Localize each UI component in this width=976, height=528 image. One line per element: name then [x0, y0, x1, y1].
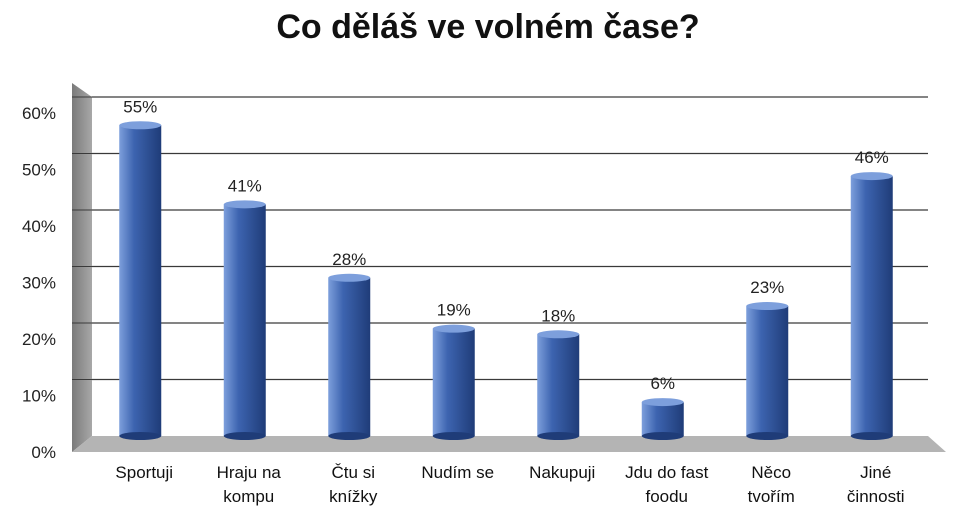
bar-top: [850, 172, 893, 181]
data-label: 6%: [650, 374, 675, 393]
category-label: Jdu do fast: [625, 463, 708, 482]
category-label: Sportuji: [115, 463, 173, 482]
bar-top: [119, 121, 162, 130]
bar: [746, 306, 789, 436]
y-tick-label: 0%: [31, 443, 56, 462]
bar: [537, 334, 580, 436]
bar: [850, 176, 893, 436]
bar-top: [223, 200, 266, 209]
category-label: Nudím se: [421, 463, 494, 482]
y-tick-label: 60%: [22, 104, 56, 123]
bar-top: [432, 324, 475, 333]
bar: [432, 328, 475, 436]
category-label: Něco: [751, 463, 791, 482]
category-label: kompu: [223, 487, 274, 506]
data-label: 18%: [541, 306, 575, 325]
category-label: činnosti: [847, 487, 905, 506]
bar-base: [223, 432, 266, 440]
bar: [328, 277, 371, 436]
y-tick-label: 20%: [22, 330, 56, 349]
side-wall: [72, 83, 92, 452]
data-label: 28%: [332, 250, 366, 269]
bar: [119, 125, 162, 436]
y-tick-label: 10%: [22, 387, 56, 406]
y-tick-label: 50%: [22, 161, 56, 180]
bar-base: [850, 432, 893, 440]
bar: [223, 204, 266, 436]
category-label: Hraju na: [217, 463, 282, 482]
category-label: Jiné: [860, 463, 891, 482]
category-label: tvořím: [748, 487, 795, 506]
bar-top: [641, 398, 684, 407]
floor: [72, 436, 946, 452]
bar-base: [537, 432, 580, 440]
y-tick-label: 40%: [22, 217, 56, 236]
chart-title: Co děláš ve volném čase?: [276, 8, 700, 46]
bar-base: [119, 432, 162, 440]
bar-top: [537, 330, 580, 339]
bar-base: [432, 432, 475, 440]
data-label: 41%: [228, 176, 262, 195]
data-label: 23%: [750, 278, 784, 297]
category-label: foodu: [645, 487, 688, 506]
bar-base: [746, 432, 789, 440]
bar-base: [328, 432, 371, 440]
y-tick-label: 30%: [22, 274, 56, 293]
data-label: 55%: [123, 97, 157, 116]
data-label: 46%: [855, 148, 889, 167]
category-label: knížky: [329, 487, 378, 506]
bar: [641, 402, 684, 436]
category-label: Čtu si: [332, 463, 375, 482]
bar-top: [328, 273, 371, 282]
category-label: Nakupuji: [529, 463, 595, 482]
bar-base: [641, 432, 684, 440]
bar-top: [746, 302, 789, 311]
data-label: 19%: [437, 301, 471, 320]
